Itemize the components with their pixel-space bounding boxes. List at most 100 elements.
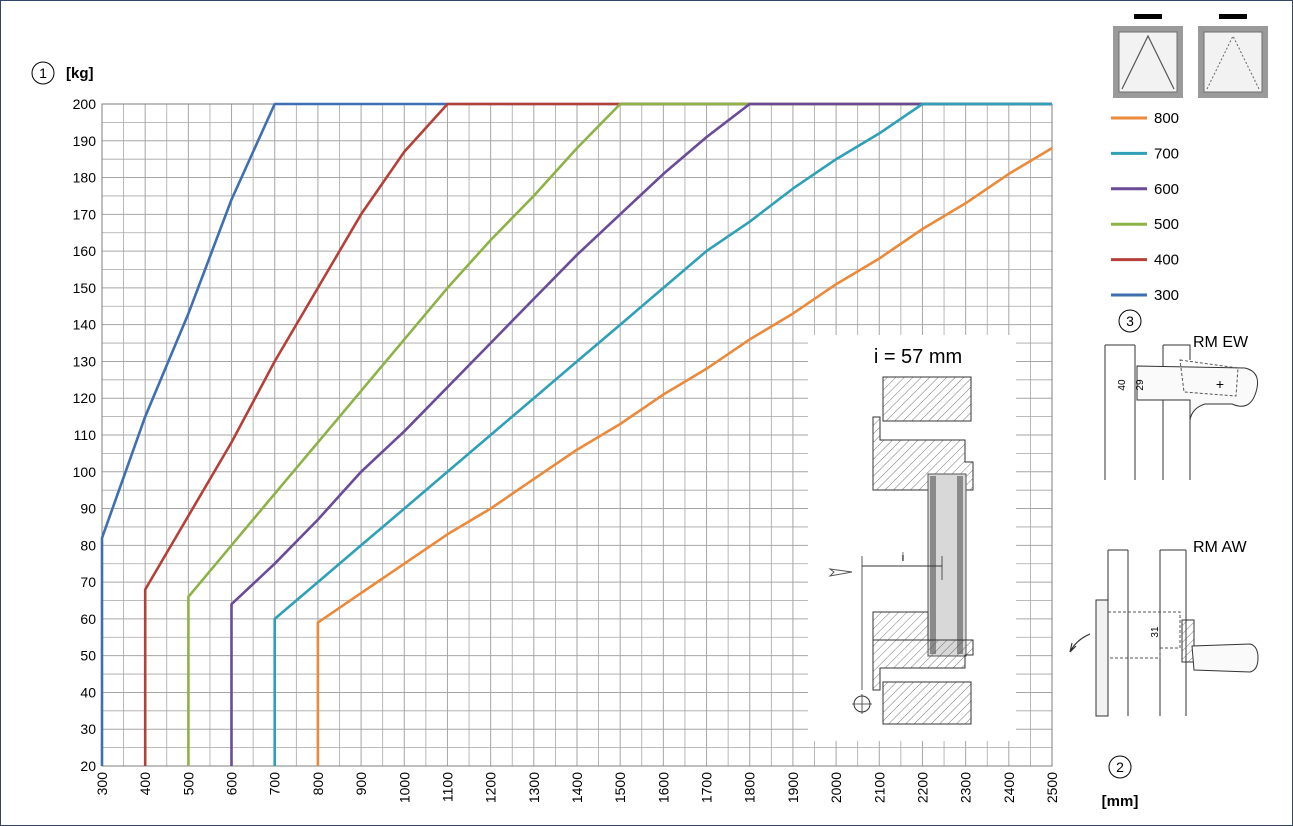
legend-label-500: 500: [1154, 216, 1179, 233]
legend: 800 700 600 500 400 300: [1111, 110, 1179, 304]
legend-label-700: 700: [1154, 145, 1179, 162]
x-tick-labels: 300 400 500 600 700 800 900 1000 1100 1200 1300 140…: [94, 772, 1060, 803]
glass-right: [957, 476, 963, 654]
y-tick-label: 30: [80, 721, 96, 737]
y-tick-label: 110: [74, 427, 97, 443]
x-tick-label: 400: [137, 772, 153, 796]
aw-handle: [1191, 643, 1259, 673]
ew-dim-40: 40: [1117, 379, 1128, 391]
aw-dim-31: 31: [1150, 626, 1161, 638]
ew-dim-29: 29: [1135, 379, 1146, 391]
y-tick-label: 80: [80, 537, 96, 553]
x-tick-label: 2400: [1001, 772, 1017, 803]
profile-section-inset: i = 57 mm i: [808, 335, 1016, 741]
series-line-700: [273, 102, 1052, 766]
y-tick-label: 140: [73, 317, 97, 333]
window-icon-1-bar: [1134, 14, 1162, 19]
x-tick-label: 1200: [483, 772, 499, 803]
profile-rm-ew: 3 RM EW 40 29 +: [1104, 309, 1259, 480]
aw-frame-lines: [1107, 549, 1187, 716]
profile-rm-aw: RM AW 31: [1069, 539, 1259, 717]
x-axis-badge-number: 2: [1116, 759, 1124, 775]
x-tick-label: 1000: [396, 772, 412, 803]
y-tick-label: 130: [73, 353, 97, 369]
x-tick-label: 1700: [699, 772, 715, 803]
series-lines: [100, 102, 1053, 766]
upper-block-top: [882, 376, 972, 422]
y-tick-label: 200: [73, 96, 97, 112]
aw-turn-arrow-icon: [1069, 633, 1091, 653]
lower-block-upper: [872, 611, 929, 641]
x-axis-unit: [mm]: [1102, 793, 1139, 810]
lower-block-mid: [872, 639, 974, 691]
y-axis-unit: [kg]: [66, 65, 94, 82]
inset-title: i = 57 mm: [874, 346, 962, 368]
series-line-600: [230, 102, 1052, 766]
x-tick-label: 1300: [526, 772, 542, 803]
x-tick-label: 300: [94, 772, 110, 796]
x-tick-label: 1900: [785, 772, 801, 803]
y-tick-label: 150: [73, 280, 97, 296]
dim-label-i: i: [902, 550, 905, 564]
window-icons: [1113, 14, 1268, 98]
pivot-arrow-icon: [828, 568, 853, 577]
x-tick-label: 800: [310, 772, 326, 796]
x-tick-label: 2100: [871, 772, 887, 803]
profile-aw-label: RM AW: [1193, 539, 1248, 556]
x-tick-label: 2000: [828, 772, 844, 803]
x-tick-label: 1600: [655, 772, 671, 803]
y-tick-labels: 20 30 40 50 60 70 80 90 100 110 120 130 140 150 160 170…: [73, 96, 97, 774]
y-tick-label: 60: [80, 611, 96, 627]
legend-label-300: 300: [1154, 287, 1179, 304]
aw-sash: [1095, 599, 1109, 717]
series-line-400: [143, 102, 1052, 766]
x-tick-label: 2200: [914, 772, 930, 803]
legend-label-600: 600: [1154, 181, 1179, 198]
series-line-300: [100, 102, 1052, 766]
y-tick-label: 170: [73, 206, 97, 222]
x-tick-label: 1500: [612, 772, 628, 803]
ew-cross-mark: +: [1216, 376, 1224, 392]
x-tick-label: 700: [267, 772, 283, 796]
y-tick-label: 70: [80, 574, 96, 590]
aw-hatched-block: [1181, 619, 1195, 663]
y-axis-badge-circle: [31, 61, 55, 85]
x-axis-badge-circle: [1108, 755, 1132, 779]
ew-handle-dashed: [1179, 359, 1239, 397]
y-tick-label: 160: [73, 243, 97, 259]
x-tick-label: 2300: [958, 772, 974, 803]
profile-badge-number: 3: [1126, 313, 1134, 329]
y-tick-label: 50: [80, 648, 96, 664]
x-tick-label: 500: [180, 772, 196, 796]
y-axis-badge-number: 1: [39, 65, 47, 81]
y-unit-label-group: 1 [kg]: [31, 61, 94, 85]
y-tick-label: 40: [80, 684, 96, 700]
glass-left: [930, 476, 936, 654]
y-tick-label: 120: [73, 390, 97, 406]
lower-block-bottom: [882, 681, 972, 725]
series-line-500: [187, 102, 1052, 766]
legend-label-400: 400: [1154, 252, 1179, 269]
y-tick-label: 180: [73, 170, 97, 186]
y-tick-label: 190: [73, 133, 97, 149]
x-unit-label-group: 2 [mm]: [1102, 755, 1139, 810]
x-tick-label: 600: [224, 772, 240, 796]
window-icon-2-bar: [1219, 14, 1247, 19]
window-frame-dotted-icon: [1198, 26, 1268, 98]
ew-frame-lines: [1104, 344, 1191, 480]
profile-ew-label: RM EW: [1193, 334, 1249, 351]
y-tick-label: 90: [80, 501, 96, 517]
profile-badge-circle: [1118, 309, 1142, 333]
y-tick-label: 20: [80, 758, 96, 774]
x-tick-label: 1100: [439, 772, 455, 802]
x-tick-label: 2500: [1044, 772, 1060, 803]
upper-block-mid: [872, 416, 974, 491]
window-frame-solid-icon: [1113, 26, 1183, 98]
x-tick-label: 1800: [742, 772, 758, 803]
x-tick-label: 900: [353, 772, 369, 796]
series-line-800: [316, 146, 1053, 766]
aw-dashed-outline: [1108, 611, 1181, 659]
x-tick-label: 1400: [569, 772, 585, 803]
